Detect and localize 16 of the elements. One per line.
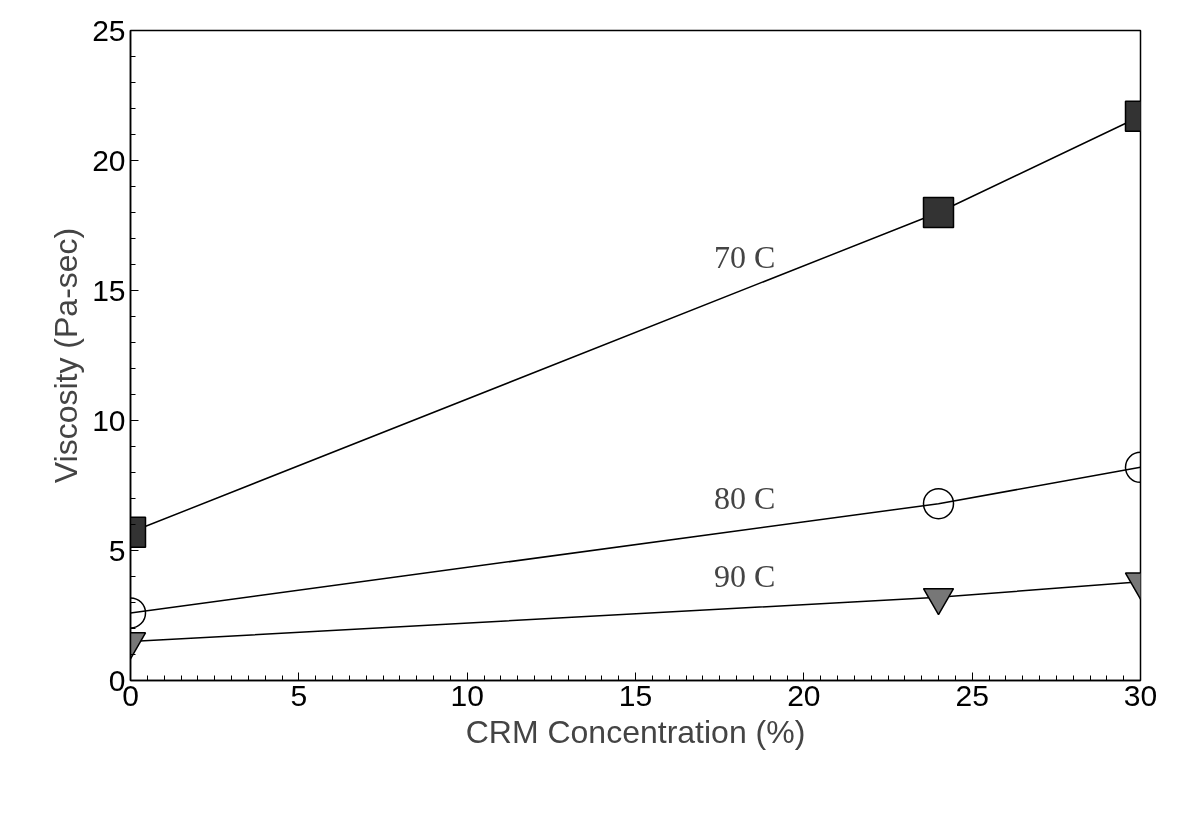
x-tick-label: 20 [787, 678, 821, 712]
y-tick-label: 25 [92, 13, 126, 47]
x-tick-label: 25 [955, 678, 989, 712]
y-axis-title: Viscosity (Pa-sec) [48, 227, 85, 484]
y-tick-label: 10 [92, 403, 126, 437]
series-label: 70 C [713, 239, 776, 276]
series-label: 90 C [713, 557, 776, 594]
x-tick-label: 10 [450, 678, 484, 712]
x-tick-label: 30 [1123, 678, 1158, 712]
x-tick-label: 15 [618, 678, 653, 712]
y-tick-label: 15 [92, 273, 126, 307]
y-tick-label: 20 [92, 143, 126, 177]
y-tick-label: 5 [108, 533, 126, 567]
x-tick-label: 5 [290, 678, 308, 712]
series-label: 80 C [713, 479, 776, 516]
x-axis-title: CRM Concentration (%) [465, 713, 806, 750]
